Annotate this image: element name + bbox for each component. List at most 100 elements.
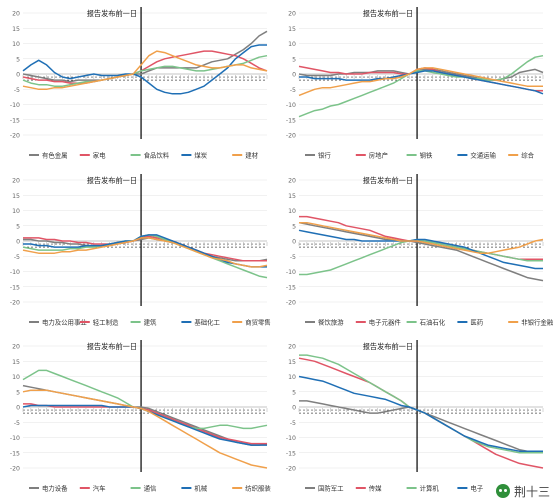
y-tick-label: 10 — [12, 374, 20, 381]
series-line — [298, 67, 543, 97]
y-tick-label: 10 — [12, 41, 20, 48]
y-tick-label: 0 — [16, 405, 20, 412]
legend-label: 医药 — [470, 318, 483, 327]
event-label: 报告发布前一日 — [87, 176, 137, 185]
series-line — [22, 50, 268, 91]
series-line — [298, 229, 543, 270]
series-line — [23, 235, 267, 262]
legend-label: 电子元器件 — [369, 318, 402, 327]
y-tick-label: 10 — [288, 374, 296, 381]
series-line — [298, 375, 543, 452]
series-line — [22, 369, 268, 430]
legend-label: 房地产 — [369, 151, 388, 160]
legend-label: 汽车 — [93, 484, 106, 493]
y-tick-label: 0 — [292, 405, 296, 412]
y-tick-label: -15 — [10, 117, 20, 124]
legend-label: 国防军工 — [318, 484, 344, 493]
wechat-icon — [495, 484, 510, 498]
y-tick-label: 20 — [288, 344, 296, 351]
y-tick-label: 20 — [12, 178, 20, 185]
legend-label: 电力设备 — [42, 484, 68, 493]
legend-label: 传媒 — [369, 484, 382, 493]
chart-panel: -20 -15 -10 -5 0 5 10 15 20 报告发布前一日 银行 房地产 钢铁 交通运输 综合 — [281, 5, 551, 165]
legend-label: 有色金属 — [42, 151, 68, 160]
y-tick-label: 10 — [288, 208, 296, 215]
series-line — [22, 384, 268, 446]
y-tick-label: 15 — [12, 26, 20, 33]
y-tick-label: -20 — [286, 466, 296, 473]
legend-label: 银行 — [318, 151, 331, 160]
legend-label: 纺织服装 — [245, 484, 271, 493]
y-tick-label: 15 — [288, 26, 296, 33]
y-tick-label: 5 — [292, 56, 296, 63]
chart-panel: -20 -15 -10 -5 0 5 10 15 20 报告发布前一日 有色金属 家电 食品饮料 煤炭 建材 — [5, 5, 275, 165]
legend-label: 非银行金融 — [521, 318, 554, 327]
event-label: 报告发布前一日 — [363, 9, 413, 18]
legend-label: 基础化工 — [194, 318, 220, 327]
y-tick-label: 5 — [292, 389, 296, 396]
y-tick-label: -20 — [10, 133, 20, 140]
y-tick-label: 15 — [12, 359, 20, 366]
legend-label: 家电 — [93, 151, 106, 160]
y-tick-label: -15 — [286, 117, 296, 124]
series-line — [22, 389, 268, 469]
y-tick-label: 5 — [16, 389, 20, 396]
legend-label: 通信 — [144, 484, 157, 493]
y-tick-label: 20 — [288, 11, 296, 18]
y-tick-label: 10 — [12, 208, 20, 215]
y-tick-label: 0 — [16, 239, 20, 246]
y-tick-label: 0 — [292, 239, 296, 246]
legend-label: 煤炭 — [194, 151, 207, 160]
chart-panel: -20 -15 -10 -5 0 5 10 15 20 报告发布前一日 国防军工 传媒 计算机 电子 — [281, 338, 551, 498]
legend-label: 餐饮旅游 — [318, 318, 344, 327]
y-tick-label: -5 — [14, 254, 20, 261]
chart-panel: -20 -15 -10 -5 0 5 10 15 20 报告发布前一日 电力设备 汽车 通信 机械 纺织服装 — [5, 338, 275, 498]
event-label: 报告发布前一日 — [363, 176, 413, 185]
y-tick-label: -10 — [10, 102, 20, 109]
series-line — [22, 50, 268, 84]
y-tick-label: -10 — [286, 435, 296, 442]
y-tick-label: 15 — [288, 359, 296, 366]
y-tick-label: -10 — [10, 435, 20, 442]
series-line — [299, 221, 544, 254]
y-tick-label: 0 — [292, 72, 296, 79]
y-tick-label: -10 — [10, 269, 20, 276]
series-line — [299, 400, 543, 454]
y-tick-label: 5 — [16, 56, 20, 63]
y-tick-label: -10 — [286, 269, 296, 276]
y-tick-label: 15 — [288, 193, 296, 200]
legend-label: 轻工制造 — [93, 318, 119, 327]
y-tick-label: -5 — [290, 87, 296, 94]
y-tick-label: -5 — [14, 420, 20, 427]
series-line — [298, 54, 544, 118]
y-tick-label: -20 — [286, 133, 296, 140]
watermark: 荆十三 — [493, 482, 552, 500]
y-tick-label: -15 — [10, 450, 20, 457]
y-tick-label: 15 — [12, 193, 20, 200]
chart-panel: -20 -15 -10 -5 0 5 10 15 20 报告发布前一日 电力及公用事业 轻工制造 建筑 基… — [5, 172, 275, 332]
y-tick-label: 0 — [16, 72, 20, 79]
legend-label: 商贸零售 — [245, 318, 271, 327]
legend-label: 建材 — [245, 151, 258, 160]
y-tick-label: -15 — [10, 284, 20, 291]
legend-label: 钢铁 — [420, 151, 433, 160]
y-tick-label: -20 — [10, 300, 20, 307]
y-tick-label: 20 — [288, 178, 296, 185]
legend-label: 计算机 — [420, 484, 440, 493]
legend-label: 机械 — [194, 484, 207, 493]
y-tick-label: 10 — [288, 41, 296, 48]
y-tick-label: -20 — [10, 466, 20, 473]
chart-panel: -20 -15 -10 -5 0 5 10 15 20 报告发布前一日 餐饮旅游 电子元器件 石油石化 医… — [281, 172, 554, 332]
y-tick-label: -5 — [290, 420, 296, 427]
y-tick-label: -20 — [286, 300, 296, 307]
y-tick-label: 20 — [12, 344, 20, 351]
y-tick-label: -15 — [286, 450, 296, 457]
y-tick-label: -15 — [286, 284, 296, 291]
